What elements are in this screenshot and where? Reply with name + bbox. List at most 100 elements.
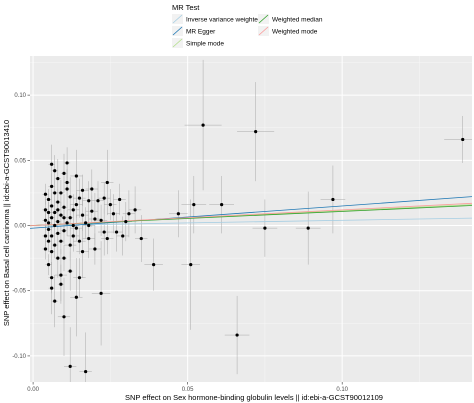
- snp-point: [71, 208, 75, 212]
- snp-point: [201, 123, 205, 127]
- snp-point: [192, 203, 196, 207]
- x-tick-label: 0.00: [27, 387, 39, 393]
- snp-point: [65, 187, 69, 191]
- snp-point: [90, 209, 94, 213]
- snp-point: [87, 199, 91, 203]
- snp-point: [62, 171, 66, 175]
- x-tick-label: 0.05: [182, 387, 194, 393]
- snp-point: [71, 223, 75, 228]
- snp-point: [80, 213, 85, 217]
- snp-point: [68, 269, 72, 273]
- legend-label: Weighted median: [272, 17, 323, 24]
- snp-point: [74, 295, 78, 299]
- snp-point: [152, 263, 156, 267]
- snp-point: [105, 236, 109, 241]
- regression-lines: [29, 196, 473, 229]
- snp-point: [53, 299, 57, 303]
- snp-point: [93, 247, 97, 251]
- snp-point: [50, 286, 54, 290]
- snp-point: [263, 226, 267, 230]
- snp-point: [118, 197, 122, 202]
- snp-point: [84, 221, 88, 225]
- snp-point: [461, 137, 465, 142]
- snp-point: [99, 291, 103, 295]
- snp-point: [53, 191, 57, 195]
- snp-point: [189, 263, 193, 267]
- snp-point: [108, 203, 112, 207]
- snp-point: [50, 276, 54, 280]
- legend-key-line: [172, 26, 183, 36]
- snp-point: [331, 197, 335, 202]
- snp-point: [80, 250, 85, 254]
- snp-point: [59, 282, 63, 286]
- snp-point: [93, 217, 97, 221]
- snp-point: [68, 195, 72, 199]
- snp-point: [43, 208, 48, 212]
- snp-point: [74, 203, 78, 207]
- regression-line-mr-egger: [29, 196, 473, 229]
- snp-point: [56, 208, 60, 212]
- snp-point: [59, 213, 63, 217]
- snp-point: [56, 200, 60, 204]
- snp-point: [50, 204, 54, 208]
- snp-point: [59, 191, 63, 195]
- regression-line-inverse-variance-weighted: [29, 217, 473, 226]
- snp-point: [62, 205, 66, 209]
- snp-point: [46, 221, 51, 225]
- snp-point: [46, 197, 51, 202]
- snp-point: [80, 188, 85, 192]
- snp-point: [50, 234, 54, 238]
- legend-entry-inverse-variance-weighted: Inverse variance weighted: [172, 14, 262, 24]
- snp-point: [59, 273, 63, 277]
- snp-point: [46, 227, 51, 232]
- snp-point: [102, 196, 106, 200]
- legend-entry-weighted-median: Weighted median: [258, 14, 323, 24]
- snp-point: [176, 212, 180, 216]
- snp-point: [68, 216, 72, 220]
- y-axis-label: SNP effect on Basal cell carcinoma || id…: [2, 120, 11, 326]
- snp-point: [127, 212, 131, 216]
- snp-point: [71, 234, 75, 238]
- legend-label: Inverse variance weighted: [186, 17, 262, 24]
- snp-point: [53, 169, 57, 173]
- snp-point: [139, 236, 143, 241]
- snp-point: [74, 174, 78, 178]
- snp-point: [90, 187, 94, 191]
- snp-point: [53, 210, 57, 215]
- y-tick-label: 0.10: [14, 93, 26, 99]
- snp-point: [105, 180, 109, 185]
- snp-point: [96, 199, 100, 203]
- x-axis-ticks: 0.00 0.05 0.10: [27, 382, 349, 393]
- snp-point: [56, 220, 60, 224]
- snp-point: [43, 234, 48, 238]
- snp-point: [56, 231, 60, 235]
- snp-point: [68, 364, 72, 368]
- legend-label: Simple mode: [186, 41, 224, 48]
- x-tick-label: 0.10: [336, 387, 348, 393]
- snp-point: [306, 226, 310, 230]
- legend-entry-weighted-mode: Weighted mode: [258, 26, 318, 36]
- snp-point: [62, 216, 66, 220]
- y-tick-label: -0.10: [12, 354, 26, 360]
- snp-point: [62, 315, 66, 319]
- snp-point: [77, 239, 82, 243]
- x-axis-label: SNP effect on Sex hormone-binding globul…: [125, 393, 383, 402]
- snp-point: [77, 276, 82, 280]
- legend-key-line: [172, 38, 183, 48]
- snp-point: [133, 208, 137, 212]
- snp-point: [50, 184, 54, 188]
- y-tick-label: 0.00: [14, 224, 26, 230]
- legend-key-line: [172, 14, 183, 24]
- snp-point: [124, 220, 128, 224]
- snp-point: [87, 236, 91, 241]
- y-tick-label: 0.05: [14, 158, 26, 164]
- snp-point: [121, 234, 125, 238]
- snp-point: [65, 221, 69, 225]
- snp-point: [46, 263, 51, 267]
- legend-title: MR Test: [172, 3, 200, 12]
- snp-point: [77, 196, 82, 200]
- snp-point: [59, 239, 63, 243]
- y-axis-ticks: -0.10 -0.05 0.00 0.05 0.10: [12, 93, 30, 360]
- snp-point: [50, 162, 54, 166]
